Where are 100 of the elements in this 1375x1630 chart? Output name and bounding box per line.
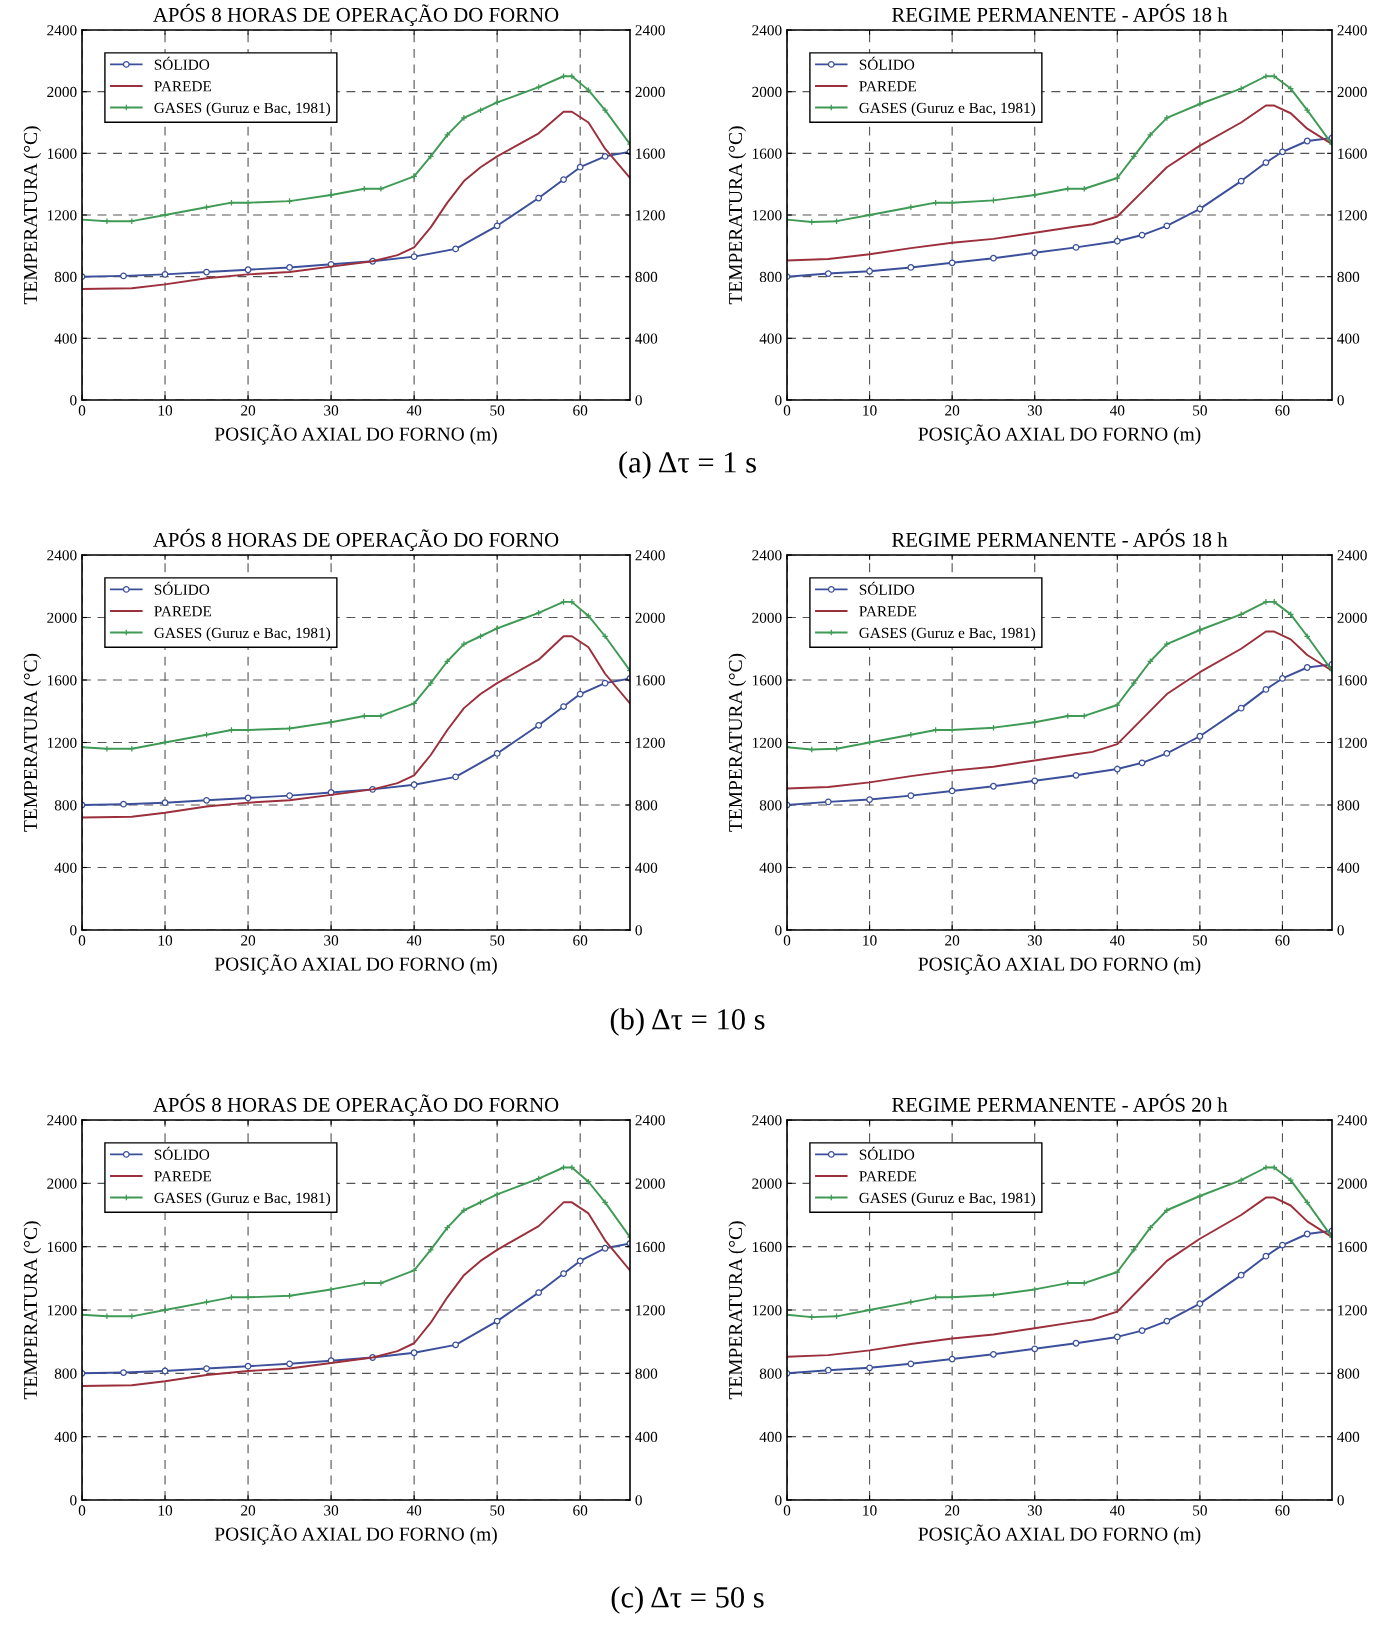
y-axis-title: TEMPERATURA (°C): [728, 126, 747, 305]
y2-tick-label: 1600: [1338, 675, 1367, 686]
y2-tick-label: 400: [635, 862, 658, 873]
y-tick-label: 1200: [752, 210, 782, 221]
x-tick-label: 50: [490, 1505, 505, 1516]
x-tick-label: 40: [406, 1505, 422, 1516]
x-tick-label: 50: [490, 405, 505, 416]
text: (a) Δτ = 1 s: [619, 451, 756, 479]
y2-tick-label: 400: [1337, 862, 1360, 873]
y-tick-label: 2000: [47, 1178, 77, 1189]
x-tick-label: 40: [1109, 935, 1125, 946]
y-axis-title: TEMPERATURA (°C): [23, 653, 42, 832]
y2-tick-label: 1200: [1338, 1305, 1367, 1316]
y2-tick-label: 2000: [635, 1178, 665, 1189]
y2-tick-label: 400: [635, 1431, 658, 1443]
x-tick-label: 10: [158, 405, 173, 416]
y-tick-label: 1600: [752, 148, 782, 159]
y2-tick-label: 800: [635, 271, 658, 283]
legend-label: GASES (Guruz e Bac, 1981): [154, 1192, 331, 1207]
x-tick-label: 0: [783, 935, 791, 946]
text: (b) Δτ = 10 s: [610, 1008, 765, 1036]
x-tick-label: 60: [1275, 1505, 1290, 1516]
y-axis-title: TEMPERATURA (°C): [23, 1221, 42, 1400]
y2-tick-label: 2400: [635, 25, 665, 36]
x-axis-title: POSIÇÃO AXIAL DO FORNO (m): [214, 424, 497, 445]
y-tick-label: 0: [70, 925, 77, 936]
y-tick-label: 1600: [752, 675, 782, 686]
x-tick-label: 30: [324, 935, 339, 946]
legend-label: GASES (Guruz e Bac, 1981): [859, 102, 1036, 117]
x-tick-label: 50: [490, 935, 505, 946]
x-axis-title: POSIÇÃO AXIAL DO FORNO (m): [214, 1524, 497, 1545]
y-tick-label: 2400: [752, 25, 782, 36]
y2-tick-label: 2000: [635, 612, 665, 623]
y2-tick-label: 0: [635, 395, 642, 406]
x-tick-label: 10: [158, 935, 173, 946]
x-tick-label: 30: [324, 1505, 339, 1516]
y2-tick-label: 1200: [636, 737, 665, 748]
x-tick-label: 60: [573, 1505, 588, 1516]
y2-tick-label: 2000: [1337, 86, 1367, 98]
x-tick-label: 0: [783, 405, 791, 416]
y2-tick-label: 1200: [636, 1305, 665, 1316]
y2-tick-label: 800: [1337, 271, 1360, 283]
y2-tick-label: 400: [635, 333, 658, 344]
x-tick-label: 60: [573, 405, 588, 416]
x-axis-title: POSIÇÃO AXIAL DO FORNO (m): [918, 424, 1201, 445]
y2-tick-label: 0: [1337, 925, 1344, 936]
legend-label: SÓLIDO: [154, 581, 210, 595]
y2-tick-label: 1600: [636, 148, 665, 159]
y2-tick-label: 1600: [1338, 1241, 1367, 1253]
x-tick-label: 40: [1109, 1505, 1125, 1516]
legend-label: SÓLIDO: [154, 56, 210, 70]
x-tick-label: 60: [1275, 935, 1290, 946]
legend-label: PAREDE: [154, 81, 212, 92]
chart-title: REGIME PERMANENTE - APÓS 18 h: [891, 3, 1228, 22]
x-tick-label: 40: [1109, 405, 1125, 416]
legend-label: PAREDE: [859, 81, 917, 92]
y2-tick-label: 800: [1337, 800, 1360, 811]
y2-tick-label: 800: [1337, 1368, 1360, 1379]
legend-label: SÓLIDO: [154, 1146, 210, 1160]
y-tick-label: 0: [70, 1495, 77, 1506]
y-tick-label: 2000: [752, 1178, 782, 1189]
x-tick-label: 20: [945, 405, 960, 416]
x-tick-label: 0: [78, 1505, 86, 1516]
y2-tick-label: 400: [1337, 1431, 1360, 1443]
y2-tick-label: 2400: [1337, 25, 1367, 36]
x-axis-title: POSIÇÃO AXIAL DO FORNO (m): [918, 954, 1201, 975]
y-tick-label: 2000: [752, 86, 782, 98]
x-tick-label: 20: [945, 1505, 960, 1516]
y2-tick-label: 2400: [1337, 1115, 1367, 1126]
y-tick-label: 400: [759, 1431, 782, 1443]
y-tick-label: 2400: [47, 1115, 77, 1126]
x-tick-label: 20: [945, 935, 960, 946]
y2-tick-label: 1200: [636, 210, 665, 221]
y-tick-label: 0: [70, 395, 77, 406]
x-tick-label: 50: [1193, 1505, 1207, 1516]
y-tick-label: 2400: [752, 1115, 782, 1126]
y-tick-label: 400: [54, 333, 77, 344]
legend-label: PAREDE: [859, 606, 917, 617]
x-axis-title: POSIÇÃO AXIAL DO FORNO (m): [918, 1524, 1201, 1545]
y-axis-title: TEMPERATURA (°C): [728, 653, 747, 832]
legend-label: GASES (Guruz e Bac, 1981): [154, 102, 331, 117]
legend-label: GASES (Guruz e Bac, 1981): [859, 1192, 1036, 1207]
y-tick-label: 400: [759, 862, 782, 873]
y-tick-label: 0: [775, 1495, 782, 1506]
y-tick-label: 800: [54, 800, 77, 811]
y2-tick-label: 1200: [1338, 210, 1367, 221]
y2-tick-label: 2400: [635, 1115, 665, 1126]
chart-title: APÓS 8 HORAS DE OPERAÇÃO DO FORNO: [153, 528, 559, 552]
y2-tick-label: 2400: [1337, 550, 1367, 561]
x-tick-label: 10: [863, 935, 877, 946]
x-tick-label: 40: [406, 405, 422, 416]
y-tick-label: 2400: [752, 550, 782, 561]
x-tick-label: 40: [406, 935, 422, 946]
chart-title: APÓS 8 HORAS DE OPERAÇÃO DO FORNO: [153, 3, 559, 27]
y2-tick-label: 1200: [1338, 737, 1367, 748]
x-tick-label: 0: [78, 935, 86, 946]
legend-label: SÓLIDO: [859, 1146, 915, 1160]
legend-label: PAREDE: [154, 1171, 212, 1182]
y2-tick-label: 0: [635, 1495, 642, 1506]
y2-tick-label: 1600: [1338, 148, 1367, 159]
